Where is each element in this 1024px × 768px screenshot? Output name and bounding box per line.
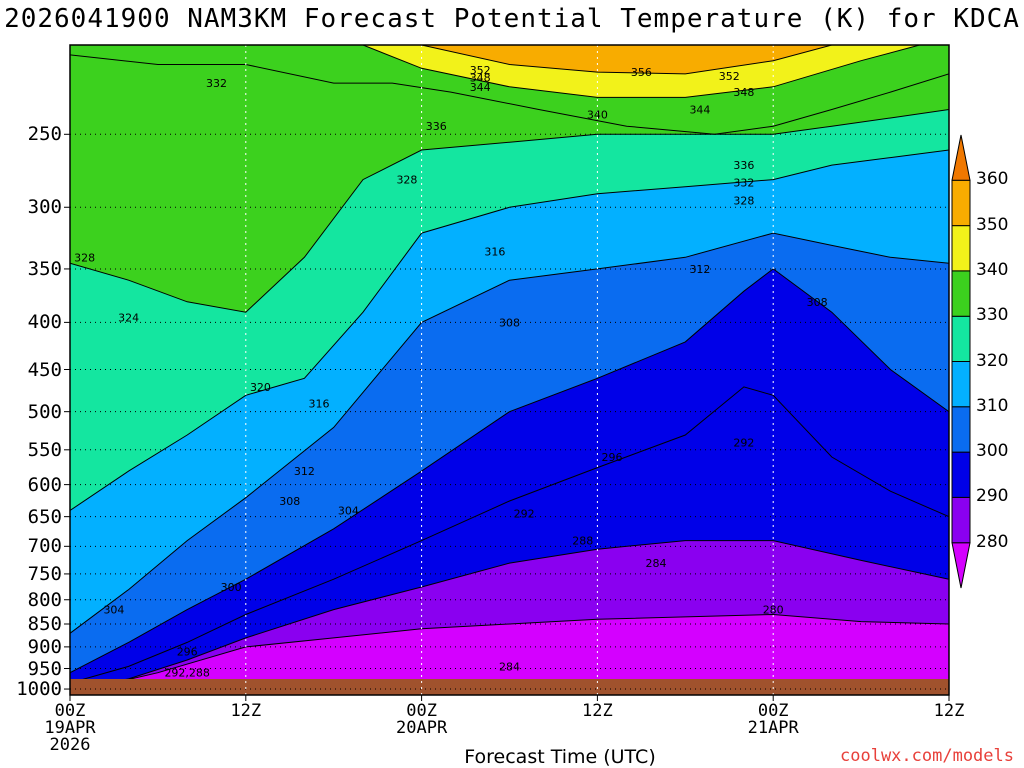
colorbar-segment-330 — [951, 270, 971, 317]
credit-link[interactable]: coolwx.com/models — [840, 746, 1014, 766]
grid-lines — [64, 45, 950, 701]
contour-label: 284 — [646, 557, 667, 570]
contour-label: 288 — [572, 535, 593, 548]
contour-label: 308 — [499, 316, 520, 329]
contour-label: 292 — [733, 436, 754, 449]
contour-label: 292,288 — [164, 667, 210, 680]
theta-band-352 — [421, 45, 832, 74]
contour-label: 304 — [338, 504, 359, 517]
contour-label: 344 — [470, 81, 491, 94]
contour-label: 308 — [279, 495, 300, 508]
isotherm-304 — [70, 268, 949, 674]
y-tick-label: 750 — [27, 562, 62, 585]
colorbar-segment-290 — [951, 451, 971, 498]
colorbar-label: 300 — [976, 441, 1009, 462]
contour-labels: 332 328 324 320 316 312 308 304 300 304 296 292,288… — [74, 64, 828, 680]
contour-label: 352 — [470, 64, 491, 77]
contour-label: 332 — [206, 77, 227, 90]
colorbar-label: 280 — [976, 531, 1009, 552]
contour-label: 328 — [396, 174, 417, 187]
contour-label: 280 — [763, 604, 784, 617]
contour-label: 300 — [221, 581, 242, 594]
isotherm-312 — [70, 232, 949, 634]
colorbar-segment-340 — [951, 225, 971, 272]
colorbar-segment-320 — [951, 315, 971, 362]
colorbar-label: 350 — [976, 214, 1009, 235]
contour-label: 332 — [733, 176, 754, 189]
x-tick-label: 12Z — [230, 701, 262, 721]
y-tick-label: 250 — [27, 123, 62, 146]
contour-label: 348 — [470, 72, 491, 85]
colorbar-segment-300 — [951, 406, 971, 453]
colorbar — [951, 134, 971, 589]
chart-title: 2026041900 NAM3KM Forecast Potential Tem… — [4, 4, 1020, 34]
contour-label: 312 — [689, 263, 710, 276]
contour-label: 284 — [499, 660, 520, 673]
y-tick-label: 950 — [27, 657, 62, 680]
colorbar-segment-270 — [951, 542, 971, 589]
y-tick-label: 350 — [27, 257, 62, 280]
y-tick-label: 700 — [27, 535, 62, 558]
y-tick-label: 600 — [27, 473, 62, 496]
contour-label: 324 — [118, 311, 139, 324]
contour-label: 352 — [719, 70, 740, 83]
x-tick-label: 12Z — [582, 701, 613, 721]
isotherm-contours — [70, 45, 949, 695]
colorbar-label: 330 — [976, 305, 1009, 326]
y-tick-label: 1000 — [16, 678, 62, 701]
contour-label: 304 — [103, 604, 124, 617]
y-tick-label: 450 — [27, 358, 62, 381]
contour-label: 316 — [309, 398, 330, 411]
x-axis-title: Forecast Time (UTC) — [464, 746, 656, 768]
y-tick-label: 800 — [27, 588, 62, 611]
contour-label: 296 — [602, 451, 623, 464]
y-tick-label: 550 — [27, 438, 62, 461]
contour-label: 328 — [733, 195, 754, 208]
contour-label: 320 — [250, 381, 271, 394]
y-tick-label: 300 — [27, 196, 62, 219]
colorbar-segment-360 — [951, 134, 971, 181]
x-tick-label: 00Z 20APR — [396, 701, 448, 738]
contour-label: 348 — [733, 86, 754, 99]
surface-strip — [70, 679, 949, 695]
x-tick-label: 12Z — [933, 701, 965, 721]
isotherm-344 — [362, 45, 920, 98]
contour-label: 312 — [294, 465, 315, 478]
colorbar-segment-280 — [951, 496, 971, 544]
contour-label: 296 — [177, 645, 198, 658]
contour-label: 336 — [733, 159, 754, 172]
colorbar-label: 340 — [976, 259, 1009, 280]
contour-label: 292 — [514, 508, 535, 521]
contour-label: 336 — [426, 120, 447, 133]
isotherm-296 — [70, 386, 949, 684]
y-tick-label: 850 — [27, 613, 62, 635]
x-tick-label: 00Z 21APR — [747, 701, 799, 738]
y-tick-label: 500 — [27, 400, 62, 423]
x-tick-label: 00Z 19APR 2026 — [44, 701, 96, 755]
colorbar-label: 290 — [976, 486, 1009, 507]
contour-label: 308 — [807, 296, 828, 309]
isotherm-352 — [421, 45, 832, 75]
isotherm-320 — [70, 149, 949, 511]
y-tick-label: 900 — [27, 635, 62, 658]
contour-label: 340 — [587, 109, 608, 122]
colorbar-segment-310 — [951, 361, 971, 408]
contour-label: 316 — [484, 245, 505, 258]
isotherm-280 — [70, 613, 949, 694]
theta-field — [70, 45, 949, 695]
colorbar-label: 360 — [976, 169, 1009, 190]
isotherm-288 — [70, 540, 949, 690]
contour-label: 356 — [631, 66, 652, 79]
isotherm-328 — [70, 109, 949, 313]
colorbar-label: 320 — [976, 350, 1009, 371]
y-tick-label: 650 — [27, 505, 62, 528]
colorbar-segment-350 — [951, 179, 971, 227]
contour-label: 344 — [689, 104, 710, 117]
y-tick-label: 400 — [27, 311, 62, 334]
contour-label: 328 — [74, 251, 95, 264]
plot-frame — [69, 44, 950, 696]
colorbar-label: 310 — [976, 395, 1009, 416]
